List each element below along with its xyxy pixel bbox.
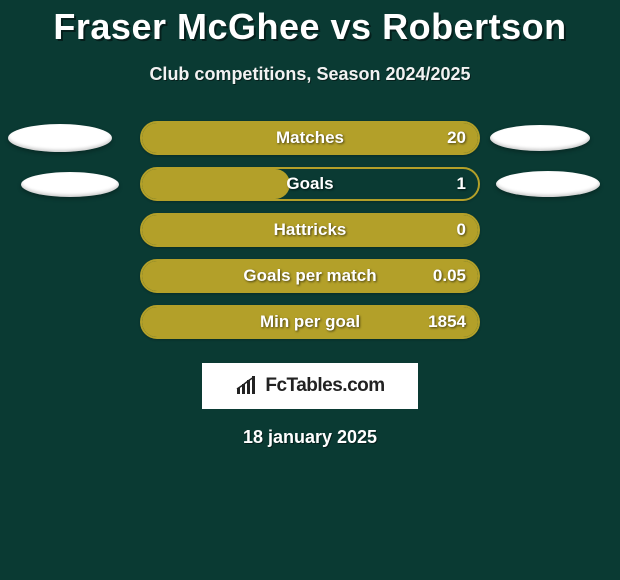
stat-pill: Matches20 (140, 121, 480, 155)
page-title: Fraser McGhee vs Robertson (0, 0, 620, 48)
date-line: 18 january 2025 (0, 427, 620, 448)
stat-fill (142, 123, 478, 153)
decorative-ellipse (21, 172, 119, 197)
bar-chart-icon (235, 376, 259, 396)
stat-fill (142, 169, 290, 199)
stat-pill: Hattricks0 (140, 213, 480, 247)
decorative-ellipse (490, 125, 590, 151)
logo-text: FcTables.com (265, 375, 384, 397)
decorative-ellipse (8, 124, 112, 152)
stat-fill (142, 261, 478, 291)
stat-row: Goals per match0.05 (0, 253, 620, 299)
stat-value: 1 (457, 174, 466, 194)
stat-row: Min per goal1854 (0, 299, 620, 345)
stat-row: Hattricks0 (0, 207, 620, 253)
stats-area: Matches20 Goals1 Hattricks0 Goals per match… (0, 115, 620, 345)
stat-fill (142, 307, 478, 337)
stat-pill: Min per goal1854 (140, 305, 480, 339)
stat-pill: Goals1 (140, 167, 480, 201)
stat-fill (142, 215, 478, 245)
stat-pill: Goals per match0.05 (140, 259, 480, 293)
logo-box[interactable]: FcTables.com (202, 363, 418, 409)
subtitle: Club competitions, Season 2024/2025 (0, 64, 620, 85)
decorative-ellipse (496, 171, 600, 197)
